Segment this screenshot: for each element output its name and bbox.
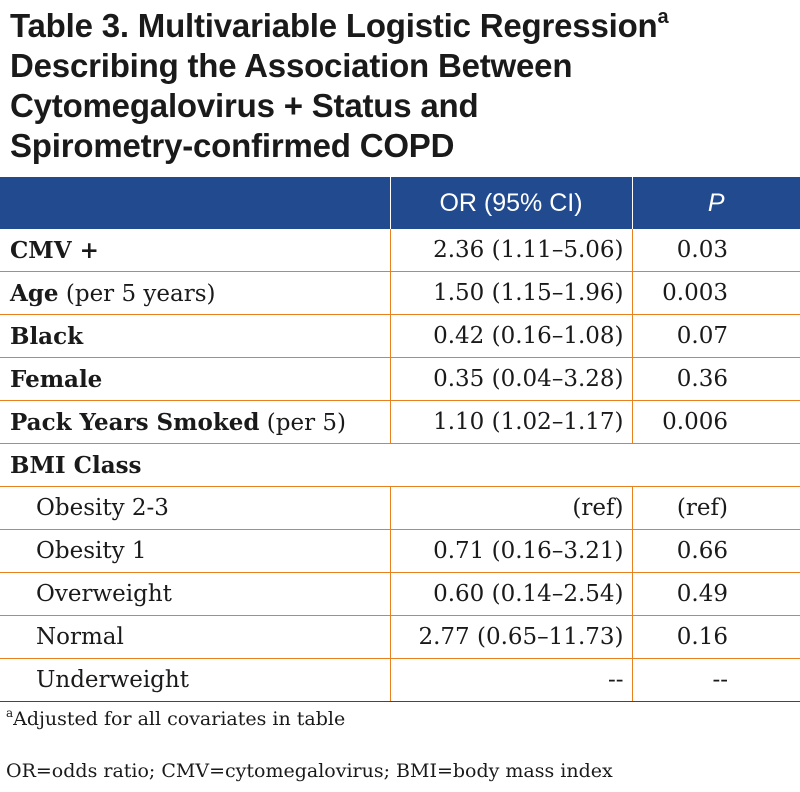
title-line-3: Cytomegalovirus + Status and [10,87,479,124]
table-row: Normal 2.77 (0.65–11.73) 0.16 [0,615,800,659]
table-row: Underweight -- -- [0,658,800,702]
row-label: Female [0,357,391,401]
header-odds-ratio: OR (95% CI) [390,177,633,229]
p-value-cell: 0.003 [632,271,800,315]
odds-ratio-cell: 2.77 (0.65–11.73) [390,615,633,659]
p-value-cell: 0.006 [632,400,800,444]
table-row: Female 0.35 (0.04–3.28) 0.36 [0,357,800,401]
odds-ratio-cell: -- [390,658,633,702]
odds-ratio-cell: 2.36 (1.11–5.06) [390,229,633,272]
odds-ratio-cell: 0.35 (0.04–3.28) [390,357,633,401]
p-value-cell: 0.66 [632,529,800,573]
row-label: CMV + [0,229,391,272]
p-value-cell: -- [632,658,800,702]
regression-table: OR (95% CI) P CMV + 2.36 (1.11–5.06) 0.0… [0,177,800,702]
table-row: Obesity 2-3 (ref) (ref) [0,486,800,530]
row-label: Normal [0,615,391,659]
title-footnote-mark: a [657,6,669,28]
header-variable [0,177,391,229]
header-p-value: P [632,177,800,229]
p-value-cell: 0.03 [632,229,800,272]
odds-ratio-cell: 1.50 (1.15–1.96) [390,271,633,315]
section-row-bmi: BMI Class [0,443,800,487]
p-value-cell: 0.07 [632,314,800,358]
table-row: Age (per 5 years) 1.50 (1.15–1.96) 0.003 [0,271,800,315]
odds-ratio-cell: 0.60 (0.14–2.54) [390,572,633,616]
odds-ratio-cell: 0.42 (0.16–1.08) [390,314,633,358]
table-row: Overweight 0.60 (0.14–2.54) 0.49 [0,572,800,616]
section-label: BMI Class [0,443,390,487]
table-header-row: OR (95% CI) P [0,177,800,229]
p-value-cell: 0.49 [632,572,800,616]
row-label: Age (per 5 years) [0,271,391,315]
title-line-1: Table 3. Multivariable Logistic Regressi… [10,6,669,44]
p-value-cell: (ref) [632,486,800,530]
row-label: Obesity 1 [0,529,391,573]
row-label: Overweight [0,572,391,616]
p-value-cell: 0.16 [632,615,800,659]
footnote-abbreviations: OR=odds ratio; CMV=cytomegalovirus; BMI=… [6,760,613,782]
table-row: Black 0.42 (0.16–1.08) 0.07 [0,314,800,358]
table-row: CMV + 2.36 (1.11–5.06) 0.03 [0,229,800,272]
table-row: Obesity 1 0.71 (0.16–3.21) 0.66 [0,529,800,573]
empty-cell [632,443,800,487]
row-label: Underweight [0,658,391,702]
p-value-cell: 0.36 [632,357,800,401]
title-line-2: Describing the Association Between [10,47,573,84]
row-label: Black [0,314,391,358]
title-line-4: Spirometry-confirmed COPD [10,127,455,164]
row-label: Obesity 2-3 [0,486,391,530]
empty-cell [390,443,632,487]
odds-ratio-cell: (ref) [390,486,633,530]
odds-ratio-cell: 0.71 (0.16–3.21) [390,529,633,573]
footnote-adjusted: aAdjusted for all covariates in table [6,706,346,730]
table-title: Table 3. Multivariable Logistic Regressi… [10,6,790,166]
table-row: Pack Years Smoked (per 5) 1.10 (1.02–1.1… [0,400,800,444]
row-label: Pack Years Smoked (per 5) [0,400,391,444]
footnote-mark: a [6,706,14,720]
odds-ratio-cell: 1.10 (1.02–1.17) [390,400,633,444]
